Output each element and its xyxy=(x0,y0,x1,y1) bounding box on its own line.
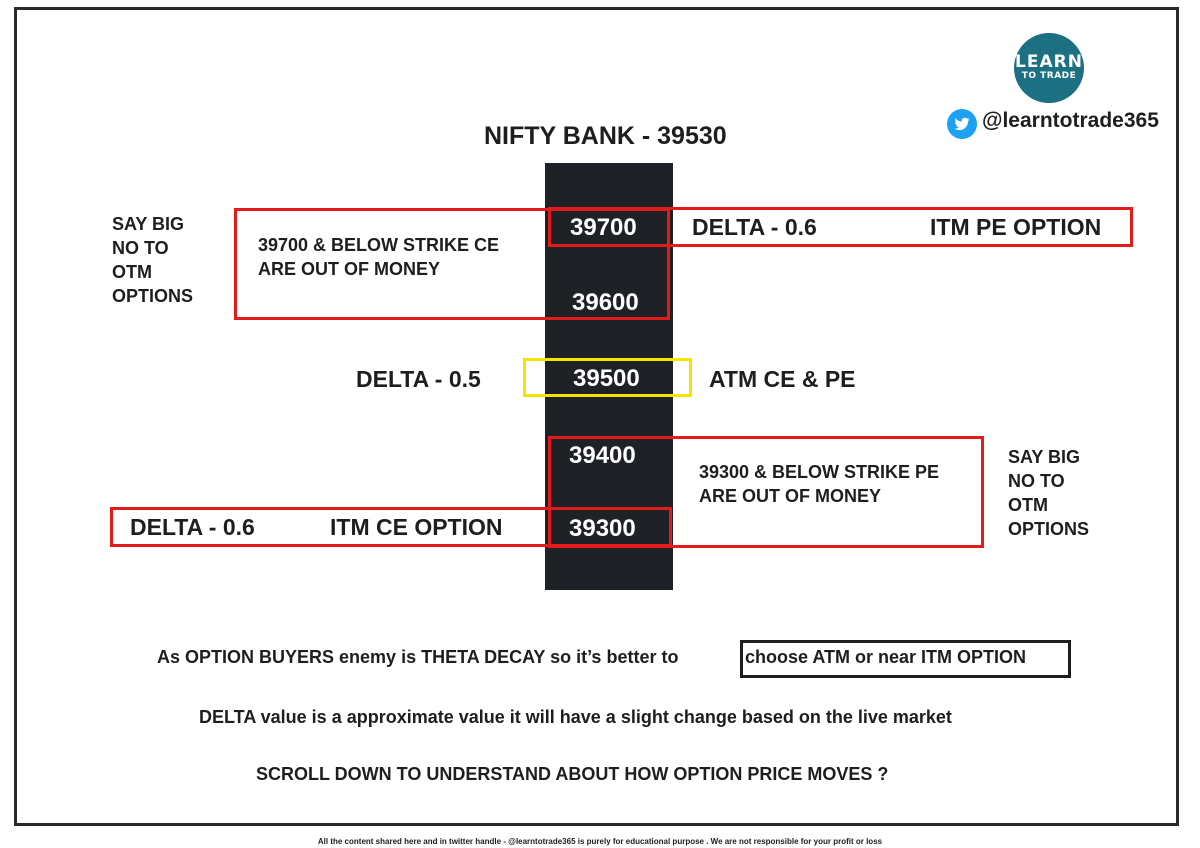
side-line: OPTIONS xyxy=(1008,519,1090,539)
learn-to-trade-logo: LEARN TO TRADE xyxy=(1014,33,1084,103)
atm-itm-highlight-box xyxy=(740,640,1071,678)
strike-column xyxy=(545,163,673,590)
say-no-otm-bottom: SAY BIG NO TO OTM OPTIONS xyxy=(1008,445,1089,541)
side-line: OPTIONS xyxy=(112,286,194,306)
scroll-down-note: SCROLL DOWN TO UNDERSTAND ABOUT HOW OPTI… xyxy=(256,764,889,784)
side-line: SAY BIG xyxy=(112,214,185,234)
twitter-icon xyxy=(947,109,977,139)
say-no-otm-top: SAY BIG NO TO OTM OPTIONS xyxy=(112,212,193,308)
theta-prefix: As OPTION BUYERS enemy is THETA DECAY so… xyxy=(157,647,679,667)
logo-line-2: TO TRADE xyxy=(1021,71,1077,82)
atm-delta: DELTA - 0.5 xyxy=(356,366,481,392)
strike-39300: 39300 xyxy=(569,515,636,542)
theta-decay-statement: As OPTION BUYERS enemy is THETA DECAY so… xyxy=(157,647,678,668)
page-frame xyxy=(14,7,1179,826)
strike-39700: 39700 xyxy=(570,214,637,241)
otm-pe-box xyxy=(548,436,984,548)
side-line: NO TO xyxy=(1008,471,1065,491)
otm-ce-note: 39700 & BELOW STRIKE CE ARE OUT OF MONEY xyxy=(258,233,499,281)
side-line: NO TO xyxy=(112,238,169,258)
twitter-handle: @learntotrade365 xyxy=(982,109,1159,132)
itm-ce-label: ITM CE OPTION xyxy=(330,514,503,540)
theta-boxed-text: choose ATM or near ITM OPTION xyxy=(745,647,1027,667)
note-line: 39700 & BELOW STRIKE CE xyxy=(258,235,500,255)
chart-title: NIFTY BANK - 39530 xyxy=(484,122,727,150)
itm-ce-box xyxy=(110,507,672,547)
atm-box xyxy=(523,358,692,397)
strike-39500: 39500 xyxy=(573,365,640,392)
atm-label: ATM CE & PE xyxy=(709,366,856,392)
strike-39600: 39600 xyxy=(572,289,639,316)
note-line: ARE OUT OF MONEY xyxy=(699,486,882,506)
note-line: ARE OUT OF MONEY xyxy=(258,259,441,279)
side-line: OTM xyxy=(112,262,152,282)
side-line: OTM xyxy=(1008,495,1048,515)
itm-pe-delta: DELTA - 0.6 xyxy=(692,214,817,240)
note-line: 39300 & BELOW STRIKE PE xyxy=(699,462,940,482)
otm-ce-box xyxy=(234,208,670,320)
strike-39400: 39400 xyxy=(569,442,636,469)
delta-note: DELTA value is a approximate value it wi… xyxy=(199,707,952,727)
itm-pe-label: ITM PE OPTION xyxy=(930,214,1102,240)
disclaimer: All the content shared here and in twitt… xyxy=(317,837,883,846)
itm-ce-delta: DELTA - 0.6 xyxy=(130,514,255,540)
itm-pe-box xyxy=(548,207,1133,247)
side-line: SAY BIG xyxy=(1008,447,1081,467)
otm-pe-note: 39300 & BELOW STRIKE PE ARE OUT OF MONEY xyxy=(699,460,939,508)
logo-line-1: LEARN xyxy=(1015,52,1083,73)
